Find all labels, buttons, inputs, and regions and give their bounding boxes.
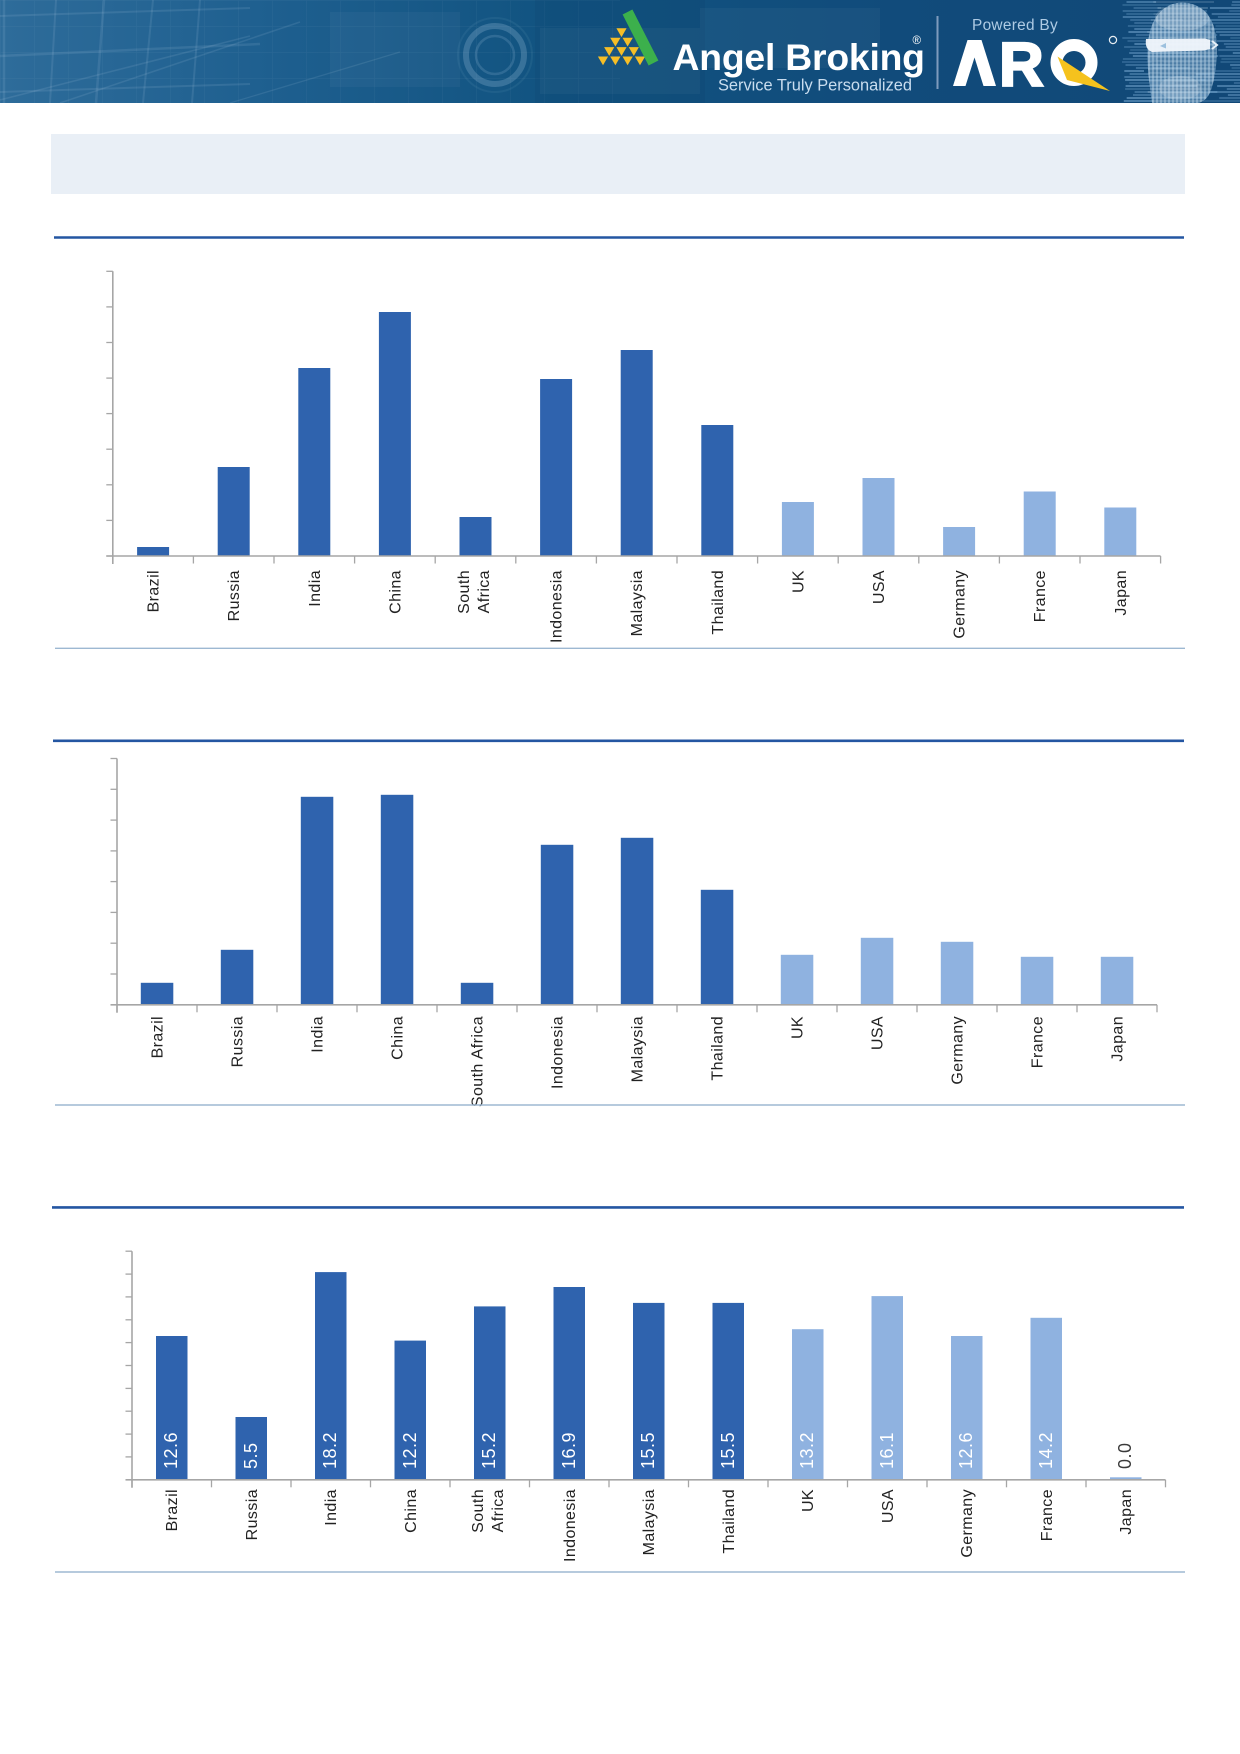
svg-text:13.2: 13.2 (797, 1432, 817, 1469)
svg-text:15.5: 15.5 (718, 1432, 738, 1469)
svg-text:15.2: 15.2 (479, 1432, 499, 1469)
svg-text:16.1: 16.1 (877, 1432, 897, 1469)
svg-text:15.5: 15.5 (638, 1432, 658, 1469)
svg-text:India: India (323, 1489, 340, 1526)
svg-text:South: South (456, 570, 473, 614)
svg-text:18.2: 18.2 (320, 1432, 340, 1469)
svg-text:Indonesia: Indonesia (562, 1489, 579, 1562)
svg-text:5.5: 5.5 (241, 1442, 261, 1469)
svg-text:USA: USA (870, 1016, 887, 1050)
svg-text:Thailand: Thailand (710, 1016, 727, 1081)
svg-text:Brazil: Brazil (146, 570, 163, 612)
svg-text:UK: UK (790, 570, 807, 593)
svg-text:Indonesia: Indonesia (549, 570, 566, 643)
svg-text:Powered By: Powered By (972, 17, 1058, 34)
svg-text:India: India (307, 570, 324, 607)
svg-text:USA: USA (880, 1489, 897, 1523)
svg-text:Germany: Germany (952, 570, 969, 639)
svg-text:China: China (403, 1489, 420, 1533)
svg-text:China: China (390, 1016, 407, 1060)
svg-text:Germany: Germany (950, 1016, 967, 1085)
svg-text:Africa: Africa (476, 570, 493, 613)
svg-text:12.6: 12.6 (956, 1432, 976, 1469)
svg-text:Russia: Russia (230, 1016, 247, 1067)
svg-text:Brazil: Brazil (164, 1489, 181, 1531)
svg-text:UK: UK (790, 1016, 807, 1039)
svg-text:Russia: Russia (244, 1489, 261, 1540)
svg-text:Japan: Japan (1118, 1489, 1135, 1535)
svg-text:Service Truly Personalized: Service Truly Personalized (718, 77, 912, 95)
svg-text:16.9: 16.9 (559, 1432, 579, 1469)
svg-text:UK: UK (800, 1489, 817, 1512)
svg-text:Brazil: Brazil (150, 1016, 167, 1058)
svg-text:South: South (470, 1489, 487, 1533)
svg-text:Malaysia: Malaysia (641, 1489, 658, 1555)
svg-text:USA: USA (871, 570, 888, 604)
svg-text:India: India (310, 1016, 327, 1053)
svg-text:France: France (1039, 1489, 1056, 1541)
svg-text:Japan: Japan (1113, 570, 1130, 616)
svg-text:Malaysia: Malaysia (630, 1016, 647, 1082)
svg-text:Thailand: Thailand (721, 1489, 738, 1554)
svg-text:Thailand: Thailand (710, 570, 727, 635)
svg-text:France: France (1032, 570, 1049, 622)
svg-text:Russia: Russia (226, 570, 243, 621)
svg-text:Africa: Africa (490, 1489, 507, 1532)
svg-text:Indonesia: Indonesia (550, 1016, 567, 1089)
svg-text:12.2: 12.2 (400, 1432, 420, 1469)
svg-text:South Africa: South Africa (470, 1016, 487, 1107)
svg-text:Malaysia: Malaysia (629, 570, 646, 636)
svg-text:Angel Broking: Angel Broking (673, 36, 925, 78)
svg-text:14.2: 14.2 (1036, 1432, 1056, 1469)
svg-text:Japan: Japan (1110, 1016, 1127, 1062)
svg-text:®: ® (913, 35, 922, 47)
svg-text:12.6: 12.6 (161, 1432, 181, 1469)
svg-text:R: R (999, 31, 1044, 100)
svg-text:0.0: 0.0 (1115, 1442, 1135, 1469)
svg-text:Germany: Germany (959, 1489, 976, 1558)
svg-text:France: France (1030, 1016, 1047, 1068)
svg-text:China: China (387, 570, 404, 614)
